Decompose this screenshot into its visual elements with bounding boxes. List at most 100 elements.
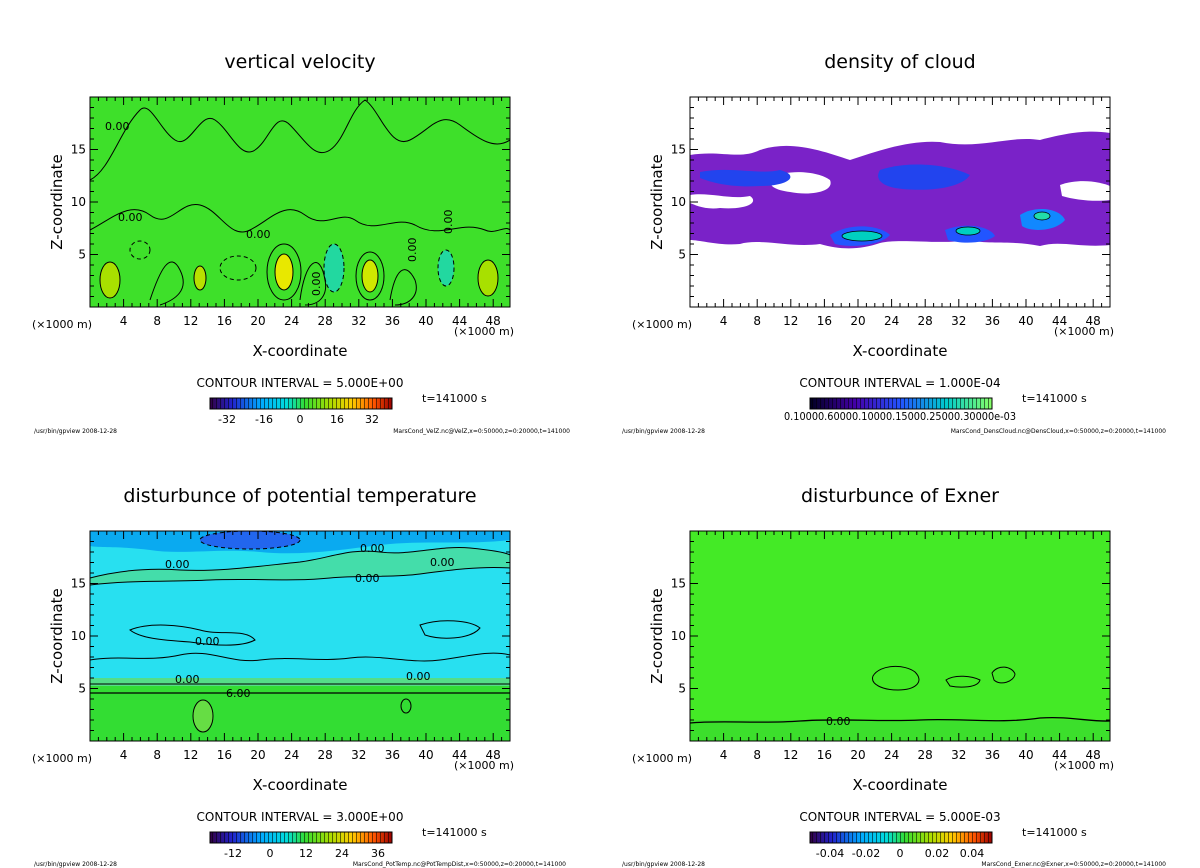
- x-tick-label: 44: [1052, 748, 1067, 762]
- x-tick-label: 48: [1086, 748, 1101, 762]
- colorbar-tick: -0.02: [852, 847, 880, 860]
- x-unit-left: (×1000 m): [632, 752, 692, 765]
- field-blob: [323, 243, 345, 293]
- x-tick-label: 48: [1086, 314, 1101, 328]
- x-tick-label: 32: [351, 748, 366, 762]
- x-tick-label: 44: [1052, 314, 1067, 328]
- x-tick-label: 48: [486, 314, 501, 328]
- x-tick-label: 12: [783, 748, 798, 762]
- x-tick-label: 28: [318, 748, 333, 762]
- field-blob: [192, 699, 214, 733]
- footer-left: /usr/bin/gpview 2008-12-28: [622, 428, 705, 435]
- contour-line: [129, 624, 256, 646]
- x-unit-right: (×1000 m): [454, 759, 514, 772]
- contour-interval: CONTOUR INTERVAL = 5.000E-03: [799, 810, 1000, 824]
- x-tick-label: 36: [985, 748, 1000, 762]
- y-tick-label: 15: [671, 577, 686, 591]
- x-axis-label: X-coordinate: [853, 342, 948, 360]
- warm-band: [89, 546, 511, 586]
- colorbar-tick: -32: [218, 413, 236, 426]
- x-tick-label: 4: [120, 748, 128, 762]
- x-unit-right: (×1000 m): [454, 325, 514, 338]
- x-tick-label: 32: [351, 314, 366, 328]
- panel-vertical-velocity: vertical velocity 0.00 0.00 0.00 0.00 0.…: [32, 51, 570, 435]
- field-blob: [193, 265, 207, 291]
- x-tick-label: 40: [1018, 314, 1033, 328]
- cloud-core: [700, 169, 791, 187]
- low-level-band: [90, 685, 510, 741]
- x-tick-label: 12: [183, 314, 198, 328]
- x-tick-label: 36: [385, 748, 400, 762]
- footer-right: MarsCond_PotTemp.nc@PotTempDist,x=0:5000…: [353, 861, 566, 868]
- contour-line: [389, 269, 417, 306]
- cloud-gap: [1060, 181, 1110, 201]
- colorbar-stripes: [810, 398, 992, 409]
- colorbar-tick: 24: [335, 847, 349, 860]
- cloud-peak: [1033, 211, 1051, 221]
- field-blob: [274, 253, 294, 291]
- colorbar-stripes: [210, 832, 392, 843]
- contour-label: 0.00: [310, 272, 323, 297]
- panel-title: density of cloud: [824, 51, 976, 73]
- x-tick-label: 16: [817, 748, 832, 762]
- field-blob: [400, 698, 412, 714]
- cloud-peak: [955, 226, 981, 236]
- panel-title: disturbunce of potential temperature: [123, 485, 476, 507]
- contour-label: 0.00: [175, 673, 200, 686]
- y-tick-label: 15: [71, 577, 86, 591]
- contour-label: 0.00: [246, 228, 271, 241]
- y-tick-label: 10: [71, 629, 86, 643]
- y-tick-label: 5: [678, 248, 686, 262]
- y-axis-label: Z-coordinate: [48, 588, 66, 683]
- contour-interval: CONTOUR INTERVAL = 1.000E-04: [799, 376, 1000, 390]
- x-tick-label: 12: [783, 314, 798, 328]
- colorbar-tick: 36: [371, 847, 385, 860]
- field-background: [690, 531, 1110, 741]
- x-tick-label: 28: [918, 748, 933, 762]
- x-tick-label: 24: [884, 748, 899, 762]
- colorbar-tick: 32: [365, 413, 379, 426]
- x-tick-label: 48: [486, 748, 501, 762]
- y-tick-label: 5: [678, 682, 686, 696]
- plot-area: 0.00 0.00 0.00 0.00 0.00 0.00 4 8 12 16 20 24…: [71, 96, 511, 328]
- contour-label: 0.00: [406, 670, 431, 683]
- x-tick-label: 8: [753, 748, 761, 762]
- x-tick-label: 12: [183, 748, 198, 762]
- x-tick-label: 8: [153, 748, 161, 762]
- colorbar-tick: -16: [255, 413, 273, 426]
- contour-line: [991, 666, 1016, 684]
- y-tick-label: 10: [671, 629, 686, 643]
- panel-exner: disturbunce of Exner 0.00 4 8 12 16 20 24 28 32…: [622, 485, 1166, 868]
- colorbar-tick: 16: [330, 413, 344, 426]
- low-level-band: [690, 720, 1110, 741]
- cloud-band: [690, 131, 1110, 249]
- x-tick-label: 36: [385, 314, 400, 328]
- field-blob: [437, 249, 455, 287]
- cloud-peak: [841, 230, 883, 242]
- colorbar-tick: 0: [267, 847, 274, 860]
- x-tick-label: 8: [753, 314, 761, 328]
- panel-potential-temperature: disturbunce of potential temperature 0.0…: [32, 485, 566, 868]
- contour-label: 0.00: [195, 635, 220, 648]
- x-tick-label: 44: [452, 314, 467, 328]
- footer-left: /usr/bin/gpview 2008-12-28: [622, 861, 705, 868]
- x-unit-left: (×1000 m): [32, 318, 92, 331]
- x-tick-label: 40: [418, 748, 433, 762]
- x-tick-label: 16: [217, 314, 232, 328]
- field-blob: [477, 259, 499, 297]
- contour-label: 0.00: [442, 210, 455, 235]
- contour-label: 0.00: [360, 542, 385, 555]
- transition-band: [90, 678, 510, 686]
- field-blob: [129, 240, 151, 260]
- contour-line: [945, 675, 981, 688]
- colorbar-tick: 0.04: [960, 847, 985, 860]
- x-tick-label: 16: [817, 314, 832, 328]
- footer-right: MarsCond_VelZ.nc@VelZ,x=0:50000,z=0:2000…: [393, 428, 570, 435]
- contour-label: 0.00: [165, 558, 190, 571]
- y-tick-label: 15: [671, 143, 686, 157]
- x-axis-label: X-coordinate: [853, 776, 948, 794]
- contour-label: 0.00: [118, 211, 143, 224]
- x-unit-right: (×1000 m): [1054, 759, 1114, 772]
